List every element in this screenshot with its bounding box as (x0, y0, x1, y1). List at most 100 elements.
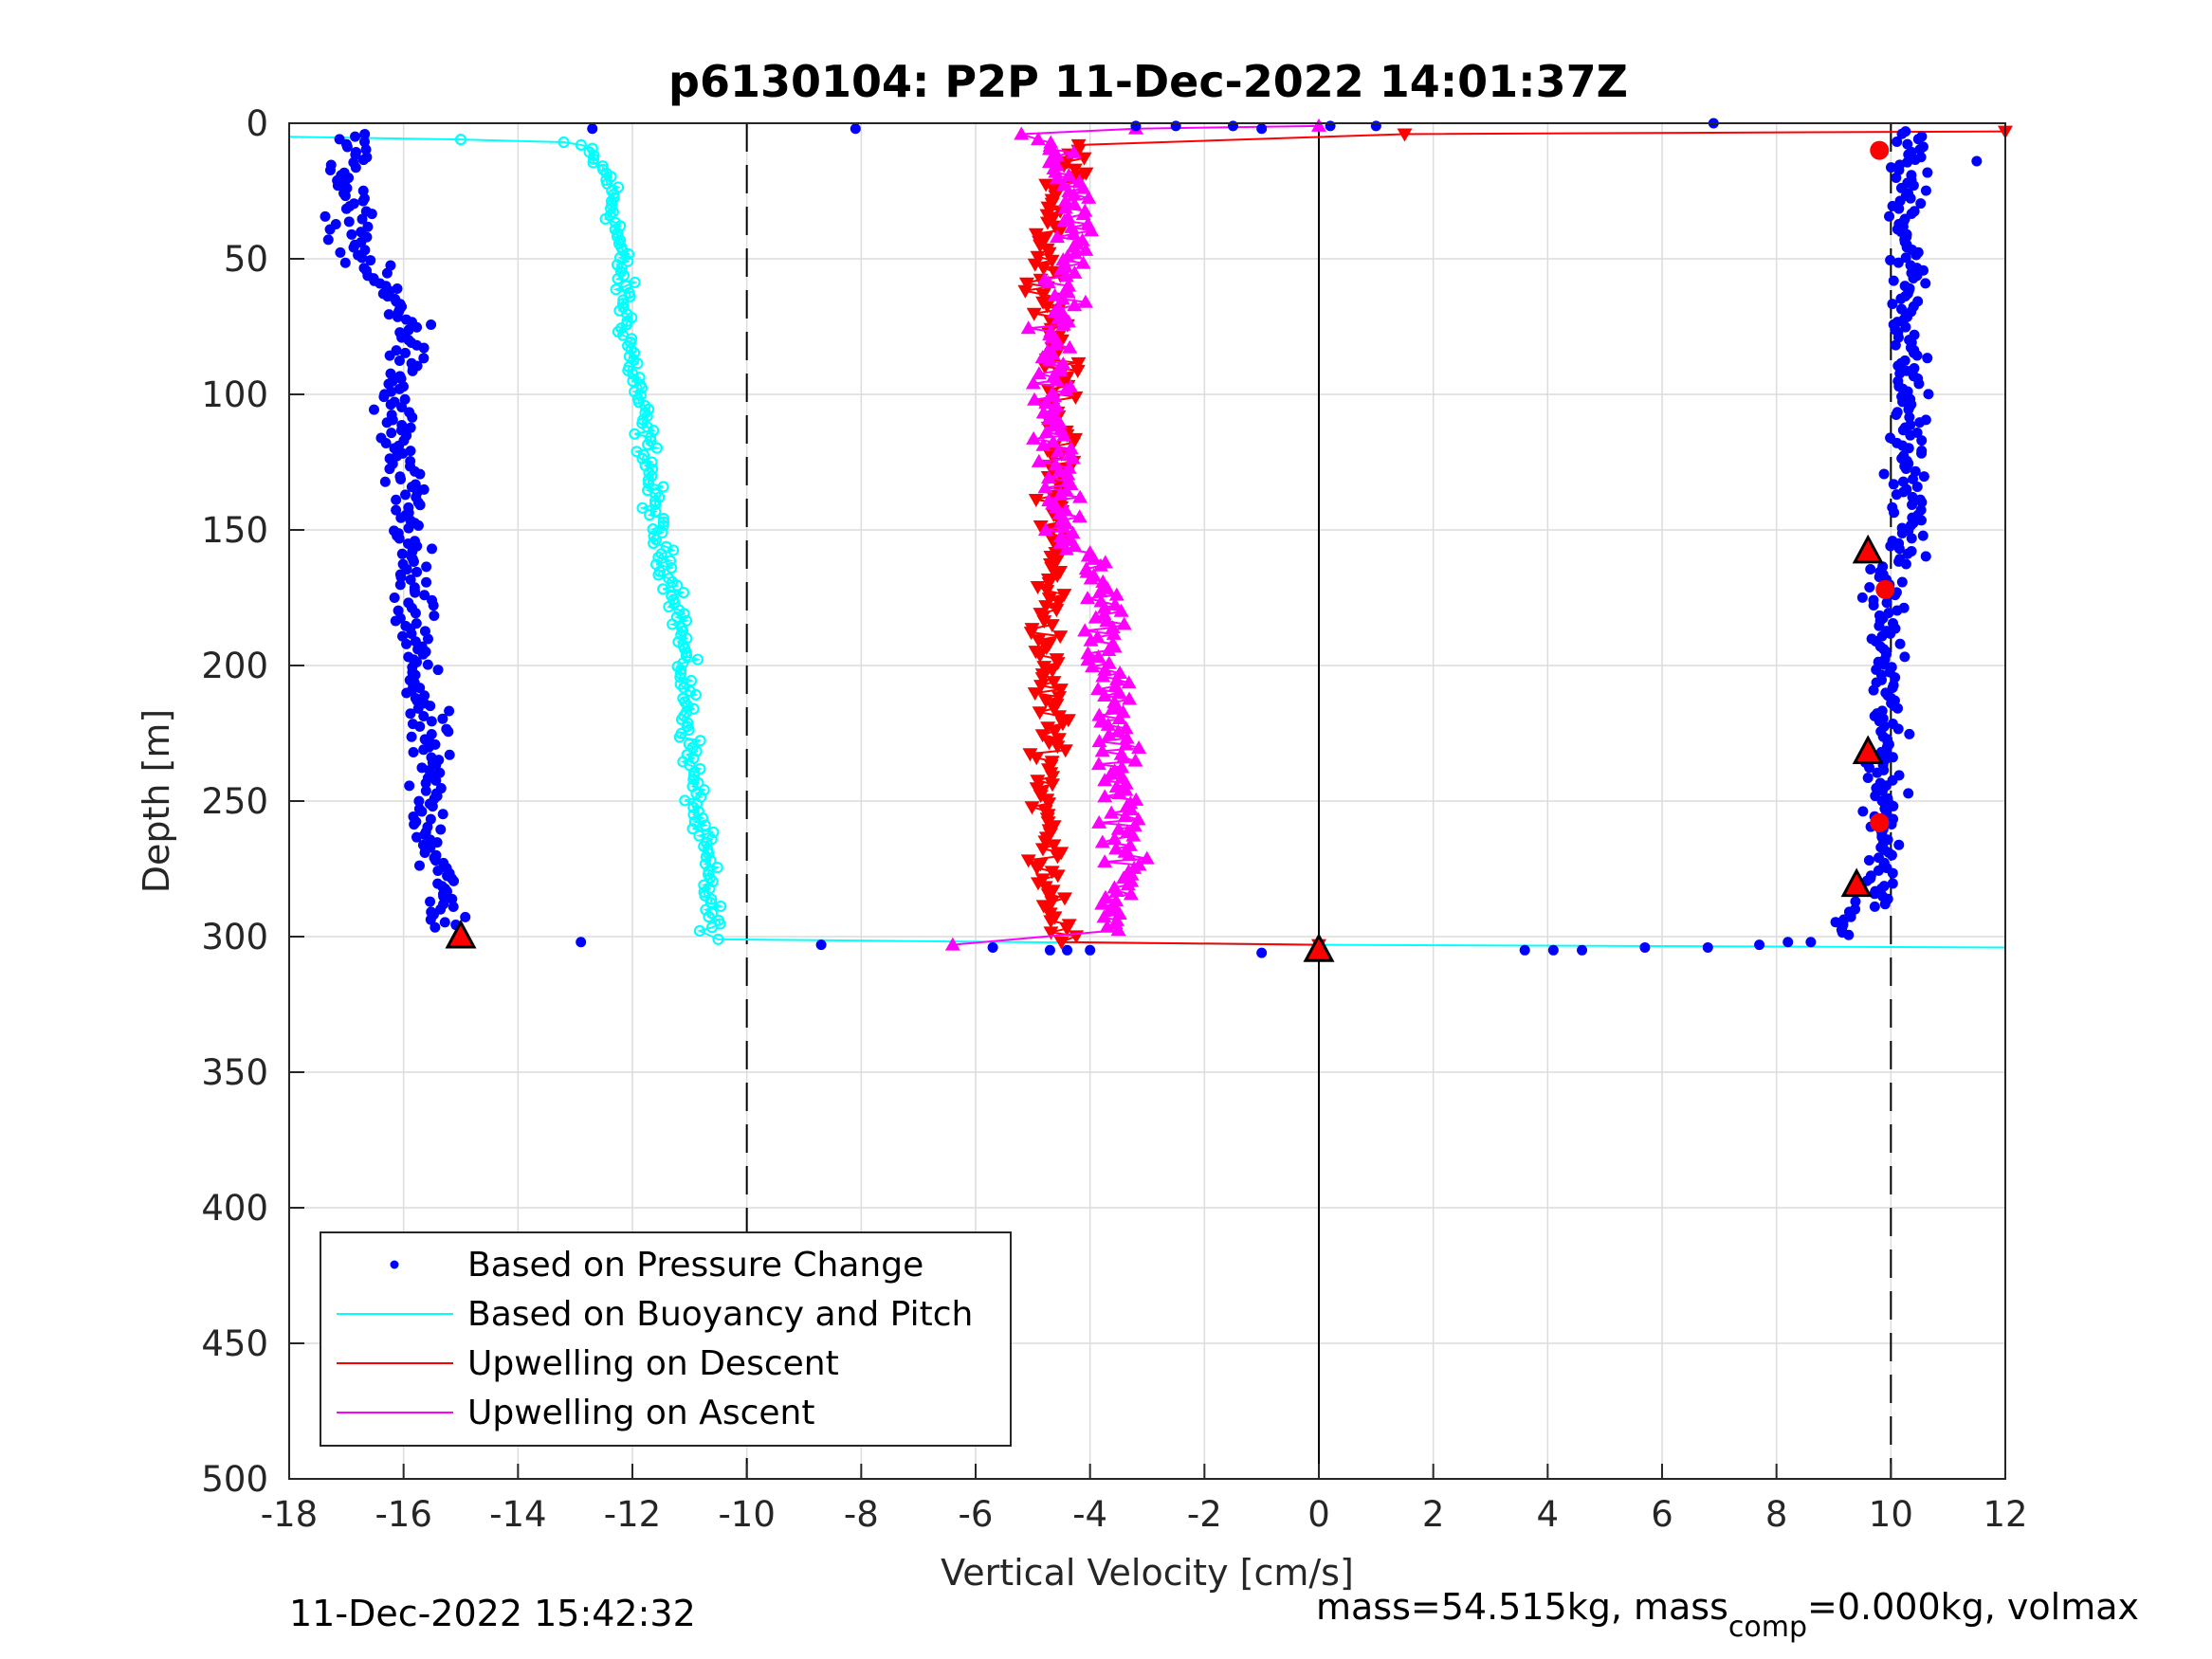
buoyancy-pitch-point (690, 745, 703, 757)
pressure-change-point (1896, 128, 1908, 139)
pressure-change-point (1865, 563, 1876, 574)
pressure-change-point (425, 914, 436, 925)
pressure-change-point (428, 600, 439, 611)
pressure-change-point (418, 353, 430, 364)
pressure-change-point (1923, 389, 1934, 400)
x-tick-label: -18 (261, 1494, 318, 1535)
upwelling-descent-point (1070, 356, 1087, 371)
buoyancy-pitch-point (657, 481, 669, 493)
upwelling-ascent-point (1121, 848, 1137, 862)
pressure-change-point (412, 702, 424, 714)
upwelling-ascent-point (1040, 275, 1056, 289)
pressure-change-point (1863, 854, 1874, 866)
pressure-change-point (987, 941, 998, 953)
buoyancy-pitch-point (674, 671, 686, 684)
pressure-change-point (426, 319, 437, 330)
upwelling-ascent-point (1031, 132, 1047, 146)
pressure-change-point (422, 659, 433, 670)
upwelling-descent-point (1038, 600, 1054, 614)
pressure-change-point (405, 708, 416, 720)
upwelling-descent-point (1039, 216, 1055, 230)
upwelling-ascent-point (1037, 522, 1053, 536)
buoyancy-pitch-point (675, 713, 688, 726)
pressure-change-point (1894, 638, 1906, 649)
pressure-change-point (395, 572, 407, 583)
upwelling-ascent-point (1097, 854, 1113, 868)
pressure-change-point (343, 216, 355, 228)
buoyancy-pitch-point (715, 900, 727, 913)
upwelling-descent-point (1045, 771, 1061, 785)
buoyancy-pitch-point (642, 403, 655, 415)
upwelling-descent-point (1035, 288, 1051, 302)
pressure-change-point (1869, 901, 1880, 912)
grid-lines (288, 122, 2006, 1480)
upwelling-descent-point (1043, 926, 1059, 940)
legend-item: Upwelling on Ascent (337, 1394, 814, 1432)
buoyancy-pitch-point (629, 428, 641, 440)
y-tick-label: 500 (201, 1459, 268, 1500)
upwelling-ascent-point (1111, 684, 1127, 699)
upwelling-ascent-point (1040, 470, 1056, 484)
pressure-change-point (460, 911, 471, 922)
pressure-change-point (1868, 600, 1879, 611)
pressure-change-point (401, 638, 412, 649)
x-tick-label: 0 (1307, 1494, 1330, 1535)
buoyancy-pitch-point (575, 138, 587, 151)
upwelling-ascent-point (1067, 538, 1083, 553)
pressure-change-point (1887, 299, 1898, 310)
upwelling-ascent-point (1084, 223, 1100, 237)
upwelling-descent-point (1044, 254, 1060, 268)
buoyancy-pitch-point (649, 505, 662, 518)
upwelling-ascent-point (1056, 212, 1072, 227)
upwelling-descent-point (1028, 228, 1044, 242)
pressure-change-point (405, 422, 416, 433)
upwelling-ascent-point (1020, 320, 1036, 335)
upwelling-descent-point (1029, 752, 1045, 766)
upwelling-descent-point (1041, 577, 1057, 592)
pressure-change-point (418, 342, 430, 354)
pressure-change-point (1892, 136, 1903, 147)
pressure-change-point (413, 860, 425, 871)
buoyancy-pitch-point (698, 879, 710, 891)
upwelling-ascent-point (1108, 587, 1124, 601)
pressure-change-point (1888, 275, 1899, 286)
pressure-change-point (1888, 479, 1899, 490)
upwelling-ascent-point (1047, 389, 1063, 403)
pressure-change-point (448, 902, 459, 913)
pressure-change-point (432, 866, 444, 877)
pressure-change-point (379, 476, 391, 487)
pressure-change-point (410, 587, 421, 598)
y-tick-label: 200 (201, 646, 268, 686)
upwelling-descent-point (1078, 167, 1094, 181)
upwelling-descent-point (1044, 562, 1060, 576)
buoyancy-pitch-point (648, 424, 660, 437)
x-tick-label: 12 (1983, 1494, 2027, 1535)
upwelling-ascent-point (1038, 425, 1054, 439)
pressure-change-point (393, 356, 405, 367)
upwelling-ascent-point (1062, 339, 1078, 354)
pressure-change-point (416, 806, 428, 817)
upwelling-ascent-point (1121, 675, 1137, 689)
pressure-change-point (1856, 592, 1868, 603)
upwelling-descent-point (1057, 892, 1073, 906)
upwelling-descent-point (1052, 224, 1069, 238)
pressure-change-point (403, 538, 414, 549)
pressure-change-point (1920, 551, 1931, 562)
y-tick-label: 400 (201, 1188, 268, 1229)
upwelling-ascent-point (1085, 659, 1101, 673)
pressure-change-point (393, 383, 405, 394)
pressure-change-point (1884, 210, 1895, 222)
legend-item: Upwelling on Descent (337, 1344, 839, 1383)
pressure-change-point (1894, 195, 1906, 207)
pressure-change-point (1900, 464, 1911, 475)
upwelling-ascent-point (1058, 541, 1074, 556)
legend-item: Based on Buoyancy and Pitch (337, 1295, 973, 1334)
pressure-change-point (427, 543, 438, 555)
upwelling-ascent-point (1127, 753, 1143, 767)
buoyancy-pitch-point (621, 339, 634, 352)
upwelling-descent-point (1034, 843, 1051, 857)
upwelling-ascent-point (1107, 596, 1124, 611)
buoyancy-pitch-point (622, 255, 634, 267)
upwelling-descent-point (1027, 687, 1043, 702)
special-triangle-marker (1840, 867, 1873, 898)
